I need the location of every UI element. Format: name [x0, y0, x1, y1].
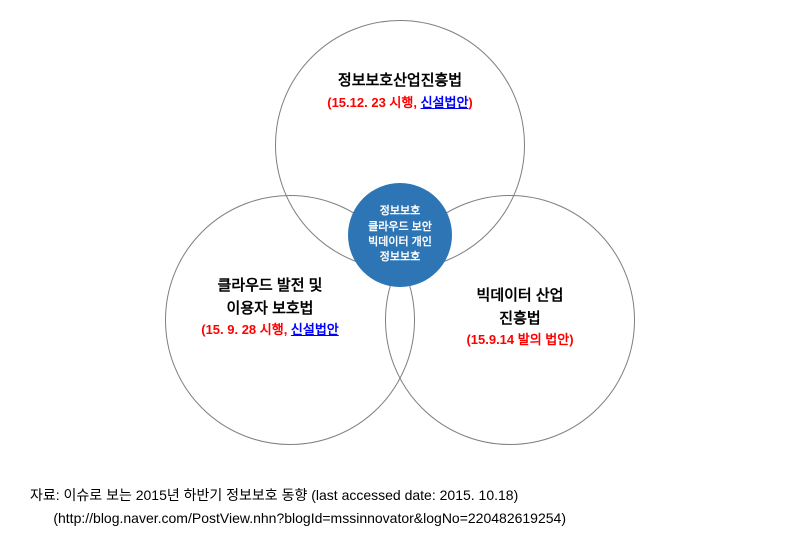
source-line2: (http://blog.naver.com/PostView.nhn?blog…	[53, 510, 566, 526]
source-line1: 이슈로 보는 2015년 하반기 정보보호 동향 (last accessed …	[64, 487, 519, 503]
circle-top-info: (15.12. 23 시행, 신설법안)	[305, 93, 495, 113]
source-label: 자료:	[30, 487, 60, 503]
circle-right-title1: 빅데이터 산업	[445, 285, 595, 308]
circle-right-info: (15.9.14 발의 법안)	[445, 330, 595, 350]
venn-center: 정보보호 클라우드 보안 빅데이터 개인 정보보호	[348, 183, 452, 287]
circle-top-info-link: 신설법안	[421, 95, 469, 110]
circle-top-title: 정보보호산업진흥법	[305, 70, 495, 93]
venn-diagram: 정보보호산업진흥법 (15.12. 23 시행, 신설법안) 클라우드 발전 및…	[0, 0, 800, 480]
circle-left-title1: 클라우드 발전 및	[185, 275, 355, 298]
circle-left-info: (15. 9. 28 시행, 신설법안	[185, 320, 355, 340]
source-citation: 자료: 이슈로 보는 2015년 하반기 정보보호 동향 (last acces…	[30, 484, 566, 529]
circle-right-text: 빅데이터 산업 진흥법 (15.9.14 발의 법안)	[445, 285, 595, 350]
circle-left-text: 클라우드 발전 및 이용자 보호법 (15. 9. 28 시행, 신설법안	[185, 275, 355, 340]
center-line1: 정보보호	[380, 205, 420, 217]
circle-top-info-prefix: (15.12. 23 시행,	[327, 95, 420, 110]
circle-right-title2: 진흥법	[445, 308, 595, 331]
center-line4: 정보보호	[380, 251, 420, 263]
circle-left-info-link: 신설법안	[291, 322, 339, 337]
center-line3: 빅데이터 개인	[368, 236, 432, 248]
venn-center-text: 정보보호 클라우드 보안 빅데이터 개인 정보보호	[368, 204, 432, 266]
circle-left-title2: 이용자 보호법	[185, 298, 355, 321]
circle-top-text: 정보보호산업진흥법 (15.12. 23 시행, 신설법안)	[305, 70, 495, 112]
circle-top-info-suffix: )	[468, 95, 472, 110]
center-line2: 클라우드 보안	[368, 221, 432, 233]
circle-left-info-prefix: (15. 9. 28 시행,	[201, 322, 291, 337]
